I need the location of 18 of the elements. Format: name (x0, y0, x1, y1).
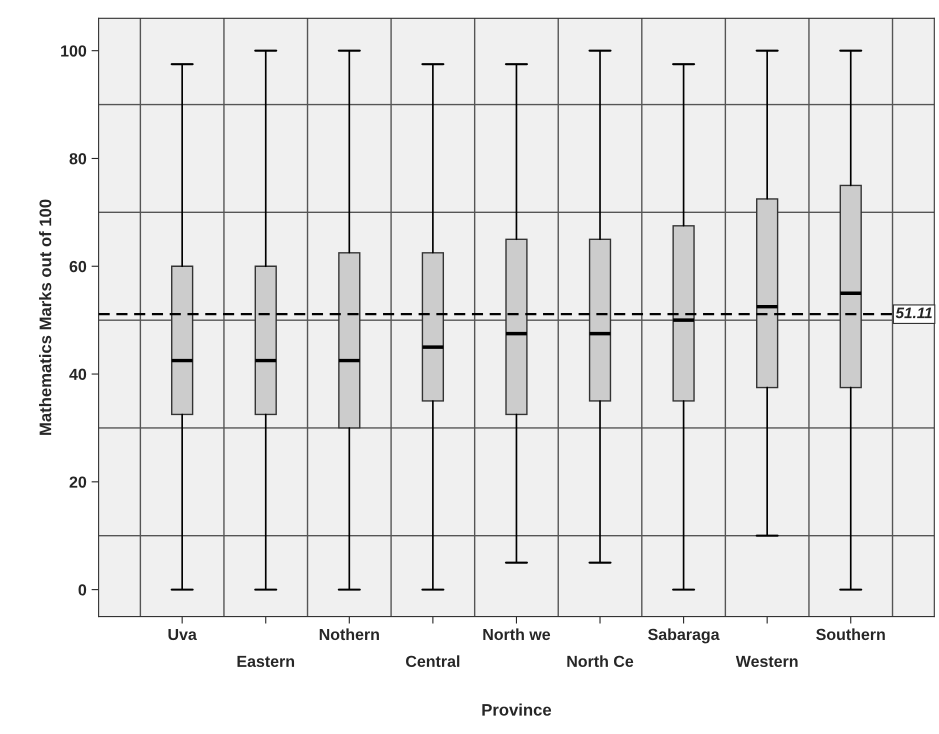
x-tick-label: North we (483, 628, 550, 640)
x-tick-label: North Ce (567, 655, 634, 668)
x-tick-label: Uva (168, 628, 197, 640)
ref-line-label: 51.11 (896, 308, 932, 318)
y-tick-label: 0 (78, 584, 86, 596)
y-tick-label: 80 (70, 153, 86, 164)
y-tick-label: 40 (69, 368, 86, 380)
y-tick-label: 20 (70, 476, 86, 488)
x-tick-label: Nothern (320, 628, 379, 640)
x-axis-title: Province (482, 704, 552, 716)
y-tick-label: 60 (70, 260, 86, 272)
x-tick-label: Central (406, 655, 460, 668)
y-axis-title: Mathematics Marks out of 100 (39, 200, 52, 435)
x-tick-label: Sabaraga (648, 628, 720, 644)
y-tick-label: 100 (61, 45, 86, 57)
x-tick-label: Southern (816, 628, 885, 640)
x-tick-label: Western (736, 656, 798, 668)
x-tick-label: Eastern (238, 656, 294, 668)
